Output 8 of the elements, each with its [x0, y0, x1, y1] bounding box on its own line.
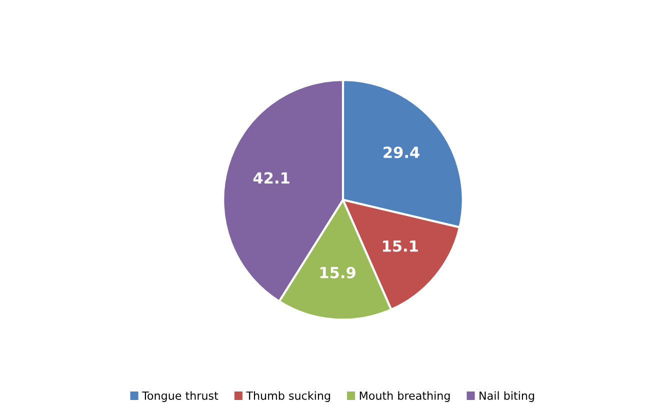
data-label: 42.1: [253, 172, 290, 184]
data-label: 29.4: [384, 146, 420, 158]
data-label: 15.9: [320, 266, 356, 278]
data-label: 15.1: [382, 240, 418, 252]
legend-label: Tongue thrust: [142, 391, 218, 402]
legend-label: Mouth breathing: [360, 391, 450, 402]
legend-label: Nail biting: [480, 391, 534, 402]
legend-label: Thumb sucking: [246, 391, 330, 402]
